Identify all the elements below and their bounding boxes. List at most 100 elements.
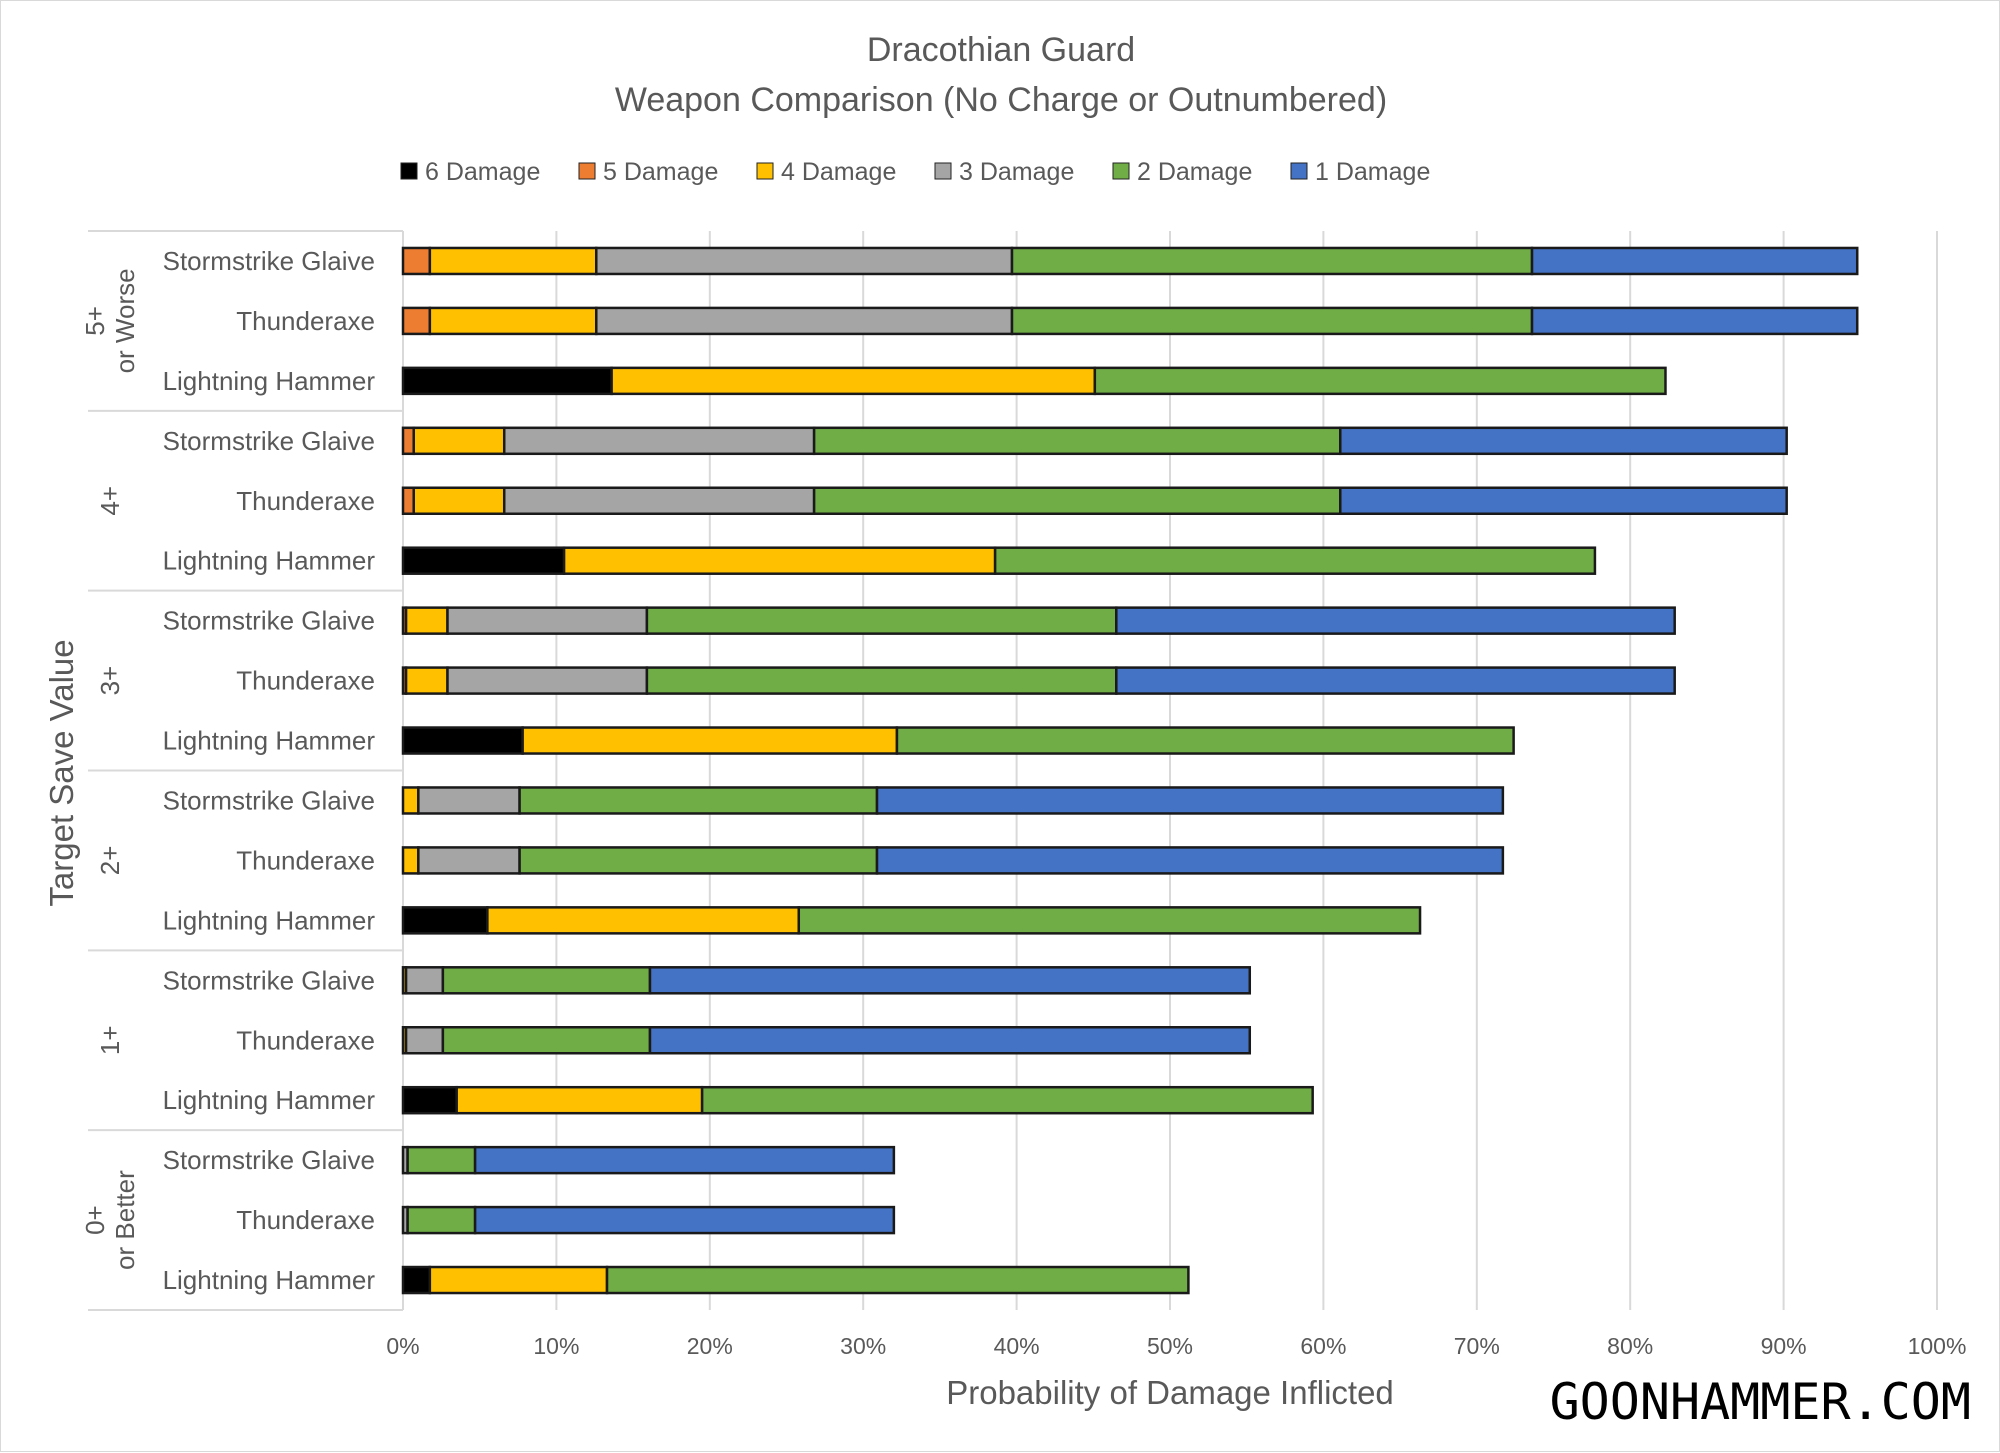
legend-swatch — [578, 162, 596, 180]
row-label: Stormstrike Glaive — [163, 785, 375, 815]
legend-swatch — [1112, 162, 1130, 180]
row-label: Stormstrike Glaive — [163, 246, 375, 276]
legend-swatch — [934, 162, 952, 180]
legend-label: 1 Damage — [1315, 158, 1430, 186]
bar-segment-5-damage — [401, 486, 415, 515]
bar-segment-1-damage — [875, 786, 1505, 815]
row-label: Thunderaxe — [236, 1025, 375, 1055]
bar-segment-4-damage — [428, 1265, 609, 1295]
bar-segment-1-damage — [875, 846, 1505, 875]
legend-label: 3 Damage — [959, 158, 1074, 186]
legend-item: 5 Damage — [578, 158, 718, 186]
row-label: Lightning Hammer — [163, 1265, 376, 1295]
row-label: Stormstrike Glaive — [163, 426, 375, 456]
group-label: or Worse — [110, 268, 140, 373]
row-label: Thunderaxe — [236, 845, 375, 875]
bar-segment-6-damage — [401, 726, 524, 755]
bar-segment-3-damage — [446, 606, 649, 635]
bar-segment-4-damage — [428, 246, 598, 276]
bar-segment-3-damage — [417, 786, 521, 815]
legend-label: 2 Damage — [1137, 158, 1252, 186]
bar-segment-2-damage — [645, 666, 1118, 695]
x-tick-label: 80% — [1607, 1333, 1653, 1359]
bar-segment-4-damage — [486, 906, 801, 935]
bar-segment-1-damage — [473, 1205, 896, 1235]
bar-segment-4-damage — [521, 726, 899, 755]
bar-segment-6-damage — [401, 906, 489, 935]
bar-segment-3-damage — [446, 666, 649, 695]
bar-segment-2-damage — [895, 726, 1515, 755]
legend-item: 1 Damage — [1290, 158, 1430, 186]
bar-segment-6-damage — [401, 546, 566, 575]
bar-segment-2-damage — [441, 1026, 652, 1055]
bar-segment-4-damage — [412, 486, 506, 515]
x-tick-label: 0% — [386, 1333, 419, 1359]
bar-segment-1-damage — [648, 1026, 1252, 1055]
bar-segment-5-damage — [401, 426, 415, 456]
row-label: Thunderaxe — [236, 306, 375, 336]
x-tick-label: 90% — [1761, 1333, 1807, 1359]
x-tick-label: 100% — [1908, 1333, 1967, 1359]
bar-segment-2-damage — [700, 1085, 1314, 1115]
bar-segment-2-damage — [605, 1265, 1190, 1295]
bar-segment-6-damage — [401, 1085, 458, 1115]
legend-label: 5 Damage — [603, 158, 718, 186]
group-label: 4+ — [95, 486, 125, 516]
bar-segment-4-damage — [428, 306, 598, 336]
x-tick-label: 60% — [1300, 1333, 1346, 1359]
bar-segment-1-damage — [1115, 666, 1676, 695]
bar-segment-3-damage — [595, 306, 1014, 336]
bar-segment-2-damage — [518, 786, 879, 815]
row-label: Lightning Hammer — [163, 546, 376, 576]
bar-segment-3-damage — [417, 846, 521, 875]
row-label: Thunderaxe — [236, 666, 375, 696]
bar-segment-2-damage — [1010, 246, 1534, 276]
x-tick-label: 40% — [994, 1333, 1040, 1359]
chart-subtitle: Weapon Comparison (No Charge or Outnumbe… — [615, 81, 1387, 119]
x-tick-label: 50% — [1147, 1333, 1193, 1359]
x-tick-label: 30% — [840, 1333, 886, 1359]
x-tick-label: 20% — [687, 1333, 733, 1359]
bar-segment-1-damage — [473, 1145, 896, 1175]
bar-segment-2-damage — [518, 846, 879, 875]
bar-segment-5-damage — [401, 246, 432, 276]
chart-title: Dracothian Guard — [867, 31, 1135, 69]
bar-segment-2-damage — [812, 426, 1342, 456]
legend-swatch — [756, 162, 774, 180]
legend-item: 6 Damage — [400, 158, 540, 186]
bar-segment-3-damage — [502, 426, 816, 456]
bar-segment-3-damage — [595, 246, 1014, 276]
bar-segment-6-damage — [401, 1265, 432, 1295]
bar-segment-4-damage — [562, 546, 997, 575]
y-axis-label: Target Save Value — [43, 639, 80, 906]
group-label: 5+ — [80, 306, 110, 336]
bar-segment-2-damage — [441, 966, 652, 995]
legend-item: 2 Damage — [1112, 158, 1252, 186]
row-label: Lightning Hammer — [163, 905, 376, 935]
bar-segment-4-damage — [404, 666, 449, 695]
bar-segment-2-damage — [406, 1205, 477, 1235]
bar-segment-1-damage — [1115, 606, 1676, 635]
group-label: 2+ — [95, 846, 125, 876]
row-label: Lightning Hammer — [163, 726, 376, 756]
bar-segment-2-damage — [1093, 366, 1667, 396]
bar-segment-3-damage — [502, 486, 816, 515]
bar-segment-3-damage — [404, 1026, 445, 1055]
legend-label: 6 Damage — [425, 158, 540, 186]
row-label: Stormstrike Glaive — [163, 606, 375, 636]
row-label: Lightning Hammer — [163, 1085, 376, 1115]
bar-segment-2-damage — [812, 486, 1342, 515]
row-label: Thunderaxe — [236, 1205, 375, 1235]
bar-segment-2-damage — [645, 606, 1118, 635]
legend-item: 4 Damage — [756, 158, 896, 186]
bar-segment-4-damage — [401, 786, 420, 815]
x-tick-label: 10% — [533, 1333, 579, 1359]
watermark-logo: GOONHAMMER.COM — [1550, 1373, 1971, 1431]
row-label: Stormstrike Glaive — [163, 965, 375, 995]
legend-swatch — [1290, 162, 1308, 180]
bar-segment-4-damage — [404, 606, 449, 635]
row-label: Lightning Hammer — [163, 366, 376, 396]
bar-segment-2-damage — [993, 546, 1597, 575]
